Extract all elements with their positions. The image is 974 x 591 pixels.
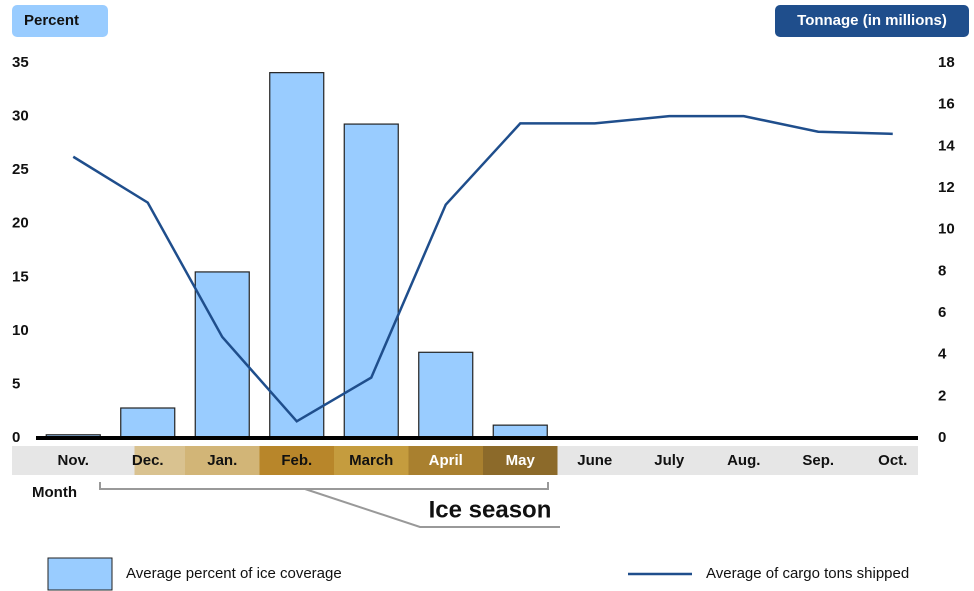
ice-season-bracket bbox=[99, 482, 560, 528]
season-cell bbox=[334, 446, 409, 475]
y-tick-label: 10 bbox=[12, 322, 29, 339]
x-tick-label: Nov. bbox=[58, 452, 89, 469]
y2-tick-label: 6 bbox=[938, 304, 946, 321]
legend-label: Average of cargo tons shipped bbox=[706, 565, 909, 582]
y-tick-label: 15 bbox=[12, 268, 29, 285]
x-axis-label: Month bbox=[32, 484, 77, 501]
bar bbox=[120, 407, 176, 439]
legend-label: Average percent of ice coverage bbox=[126, 565, 342, 582]
x-tick-label: Jan. bbox=[207, 452, 237, 469]
y2-tick-label: 0 bbox=[938, 429, 946, 446]
season-cell bbox=[185, 446, 260, 475]
x-tick-label: March bbox=[349, 452, 393, 469]
season-cell bbox=[408, 446, 483, 475]
x-tick-label: April bbox=[429, 452, 463, 469]
x-tick-label: Aug. bbox=[727, 452, 760, 469]
y2-axis-label: Tonnage (in millions) bbox=[797, 12, 947, 29]
x-tick-label: Oct. bbox=[878, 452, 907, 469]
y2-tick-label: 16 bbox=[938, 96, 955, 113]
season-cell bbox=[134, 446, 185, 475]
x-tick-label: June bbox=[577, 452, 612, 469]
season-cell bbox=[483, 446, 558, 475]
season-cell bbox=[259, 446, 334, 475]
x-tick-label: Feb. bbox=[281, 452, 312, 469]
y2-tick-label: 8 bbox=[938, 262, 946, 279]
legend-swatch bbox=[47, 557, 113, 591]
y2-tick-label: 14 bbox=[938, 137, 955, 154]
y2-tick-label: 10 bbox=[938, 221, 955, 238]
y-axis-label: Percent bbox=[24, 12, 79, 29]
x-tick-label: July bbox=[654, 452, 685, 469]
y-label-box bbox=[12, 5, 108, 37]
y2-tick-label: 4 bbox=[938, 346, 947, 363]
x-tick-label: May bbox=[506, 452, 536, 469]
bar bbox=[418, 351, 474, 439]
x-tick-label: Dec. bbox=[132, 452, 164, 469]
bar bbox=[194, 271, 250, 439]
y-tick-label: 25 bbox=[12, 161, 29, 178]
y-tick-label: 35 bbox=[12, 54, 29, 71]
y2-tick-label: 2 bbox=[938, 387, 946, 404]
y2-tick-label: 12 bbox=[938, 179, 955, 196]
bar bbox=[269, 72, 325, 439]
y2-label-box bbox=[775, 5, 969, 37]
y-tick-label: 30 bbox=[12, 108, 29, 125]
y-tick-label: 20 bbox=[12, 215, 29, 232]
annotation: Ice season bbox=[429, 496, 552, 523]
line bbox=[72, 114, 893, 423]
y-tick-label: 0 bbox=[12, 429, 20, 446]
y-tick-label: 5 bbox=[12, 375, 20, 392]
bar bbox=[343, 123, 399, 439]
x-tick-label: Sep. bbox=[802, 452, 834, 469]
y2-tick-label: 18 bbox=[938, 54, 955, 71]
